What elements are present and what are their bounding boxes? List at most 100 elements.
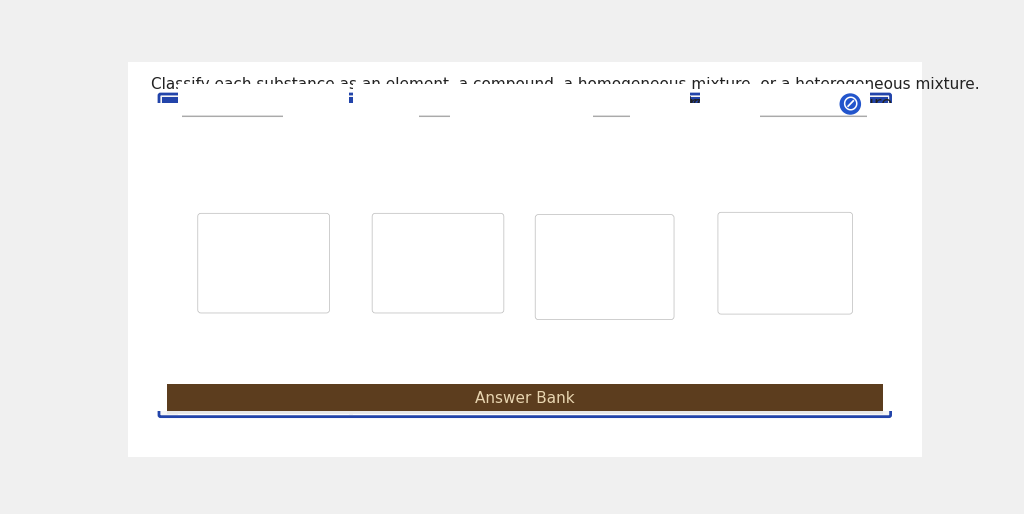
Circle shape — [231, 280, 245, 293]
Circle shape — [614, 311, 617, 315]
Circle shape — [536, 257, 539, 261]
Circle shape — [203, 272, 207, 276]
Circle shape — [269, 215, 283, 228]
Circle shape — [247, 304, 252, 308]
Circle shape — [200, 226, 213, 239]
Circle shape — [598, 286, 611, 299]
Circle shape — [245, 193, 258, 206]
Circle shape — [755, 296, 766, 307]
Circle shape — [639, 311, 643, 315]
Circle shape — [257, 302, 270, 315]
Circle shape — [583, 322, 586, 325]
Circle shape — [228, 250, 232, 254]
Circle shape — [283, 280, 296, 293]
Circle shape — [758, 298, 761, 301]
Circle shape — [669, 261, 672, 264]
Circle shape — [613, 256, 616, 260]
Circle shape — [260, 196, 264, 200]
Circle shape — [766, 221, 772, 226]
Circle shape — [420, 250, 435, 266]
Circle shape — [200, 269, 213, 282]
Circle shape — [222, 283, 226, 287]
Circle shape — [304, 250, 308, 254]
Circle shape — [630, 276, 643, 288]
Circle shape — [231, 259, 245, 271]
Circle shape — [219, 215, 232, 228]
Circle shape — [746, 250, 765, 268]
Circle shape — [624, 308, 637, 321]
Circle shape — [285, 304, 290, 308]
Circle shape — [737, 244, 740, 247]
Circle shape — [589, 255, 600, 267]
Circle shape — [251, 269, 264, 282]
Circle shape — [304, 228, 308, 232]
Bar — [109, 103, 182, 411]
Circle shape — [307, 280, 321, 293]
Circle shape — [457, 229, 461, 233]
Circle shape — [445, 265, 461, 280]
Bar — [167, 384, 883, 411]
Circle shape — [744, 288, 756, 299]
Circle shape — [545, 278, 548, 282]
Circle shape — [263, 248, 276, 261]
Circle shape — [608, 300, 611, 304]
Circle shape — [551, 267, 555, 271]
Circle shape — [295, 280, 308, 293]
Circle shape — [251, 226, 264, 239]
Circle shape — [598, 308, 611, 321]
Circle shape — [625, 260, 628, 263]
Circle shape — [298, 304, 302, 308]
Circle shape — [304, 293, 308, 298]
Circle shape — [301, 269, 314, 282]
Circle shape — [569, 322, 573, 325]
Circle shape — [652, 267, 655, 271]
Circle shape — [801, 266, 819, 284]
Circle shape — [604, 297, 617, 310]
Circle shape — [541, 276, 554, 288]
Circle shape — [614, 267, 617, 271]
Circle shape — [411, 274, 426, 289]
Circle shape — [260, 261, 264, 265]
Circle shape — [566, 319, 580, 332]
Circle shape — [568, 258, 571, 261]
Circle shape — [228, 293, 232, 298]
Circle shape — [608, 278, 611, 282]
Circle shape — [245, 236, 258, 250]
Circle shape — [734, 242, 746, 253]
Circle shape — [266, 293, 270, 298]
Circle shape — [560, 308, 573, 321]
Circle shape — [456, 261, 471, 276]
Circle shape — [266, 228, 270, 232]
Circle shape — [231, 302, 245, 315]
Circle shape — [621, 278, 624, 282]
Circle shape — [572, 286, 586, 299]
Circle shape — [816, 218, 828, 230]
Circle shape — [310, 239, 314, 244]
Circle shape — [783, 308, 795, 319]
Circle shape — [251, 248, 264, 261]
Circle shape — [577, 267, 580, 271]
Circle shape — [207, 280, 219, 293]
Circle shape — [408, 231, 424, 247]
Circle shape — [285, 217, 290, 222]
Circle shape — [269, 280, 283, 293]
Text: Element: Element — [226, 95, 301, 113]
Circle shape — [639, 289, 643, 292]
Circle shape — [617, 297, 630, 310]
Circle shape — [314, 269, 327, 282]
Circle shape — [419, 226, 434, 242]
Circle shape — [238, 291, 251, 304]
Circle shape — [802, 296, 807, 301]
Circle shape — [292, 228, 296, 232]
Circle shape — [289, 291, 302, 304]
Circle shape — [826, 277, 838, 288]
Circle shape — [254, 228, 258, 232]
Circle shape — [739, 217, 751, 228]
Circle shape — [786, 310, 790, 313]
Circle shape — [316, 228, 322, 232]
Circle shape — [646, 258, 649, 262]
Circle shape — [241, 250, 245, 254]
Circle shape — [245, 280, 258, 293]
Circle shape — [263, 226, 276, 239]
Circle shape — [234, 304, 239, 308]
